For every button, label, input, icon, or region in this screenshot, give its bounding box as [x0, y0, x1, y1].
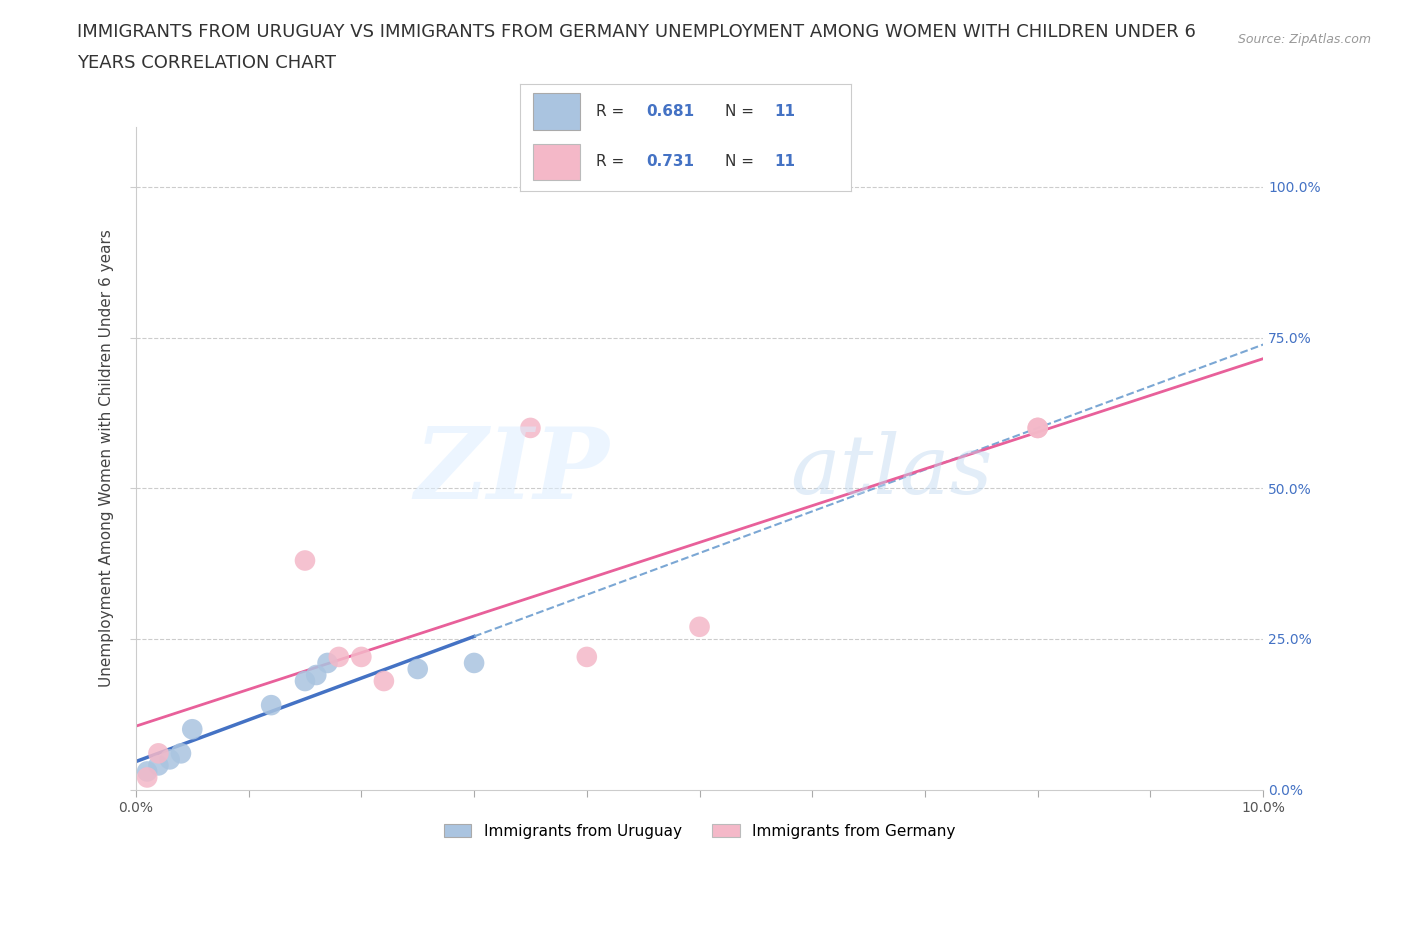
Text: ZIP: ZIP	[415, 423, 609, 520]
Text: R =: R =	[596, 154, 630, 169]
Text: 11: 11	[775, 154, 796, 169]
Text: Source: ZipAtlas.com: Source: ZipAtlas.com	[1237, 33, 1371, 46]
Text: IMMIGRANTS FROM URUGUAY VS IMMIGRANTS FROM GERMANY UNEMPLOYMENT AMONG WOMEN WITH: IMMIGRANTS FROM URUGUAY VS IMMIGRANTS FR…	[77, 23, 1197, 41]
Point	[181, 722, 204, 737]
Point	[294, 673, 316, 688]
Point	[136, 770, 159, 785]
Point	[575, 649, 598, 664]
Point	[519, 420, 541, 435]
Point	[328, 649, 350, 664]
Legend: Immigrants from Uruguay, Immigrants from Germany: Immigrants from Uruguay, Immigrants from…	[437, 817, 962, 844]
Point	[260, 698, 283, 712]
Point	[136, 764, 159, 778]
Point	[148, 758, 170, 773]
Point	[689, 619, 711, 634]
Point	[350, 649, 373, 664]
FancyBboxPatch shape	[533, 93, 579, 129]
Text: 0.681: 0.681	[645, 104, 695, 119]
Text: 0.731: 0.731	[645, 154, 693, 169]
Point	[294, 553, 316, 568]
Point	[406, 661, 429, 676]
Text: R =: R =	[596, 104, 630, 119]
Y-axis label: Unemployment Among Women with Children Under 6 years: Unemployment Among Women with Children U…	[100, 229, 114, 687]
Point	[148, 746, 170, 761]
Point	[159, 752, 181, 767]
Point	[1026, 420, 1049, 435]
Point	[170, 746, 193, 761]
Text: atlas: atlas	[790, 432, 993, 512]
Text: N =: N =	[725, 154, 759, 169]
Point	[1026, 420, 1049, 435]
FancyBboxPatch shape	[533, 143, 579, 180]
Point	[463, 656, 485, 671]
Text: YEARS CORRELATION CHART: YEARS CORRELATION CHART	[77, 54, 336, 72]
Text: 11: 11	[775, 104, 796, 119]
Text: N =: N =	[725, 104, 759, 119]
Point	[316, 656, 339, 671]
Point	[305, 668, 328, 683]
Point	[373, 673, 395, 688]
